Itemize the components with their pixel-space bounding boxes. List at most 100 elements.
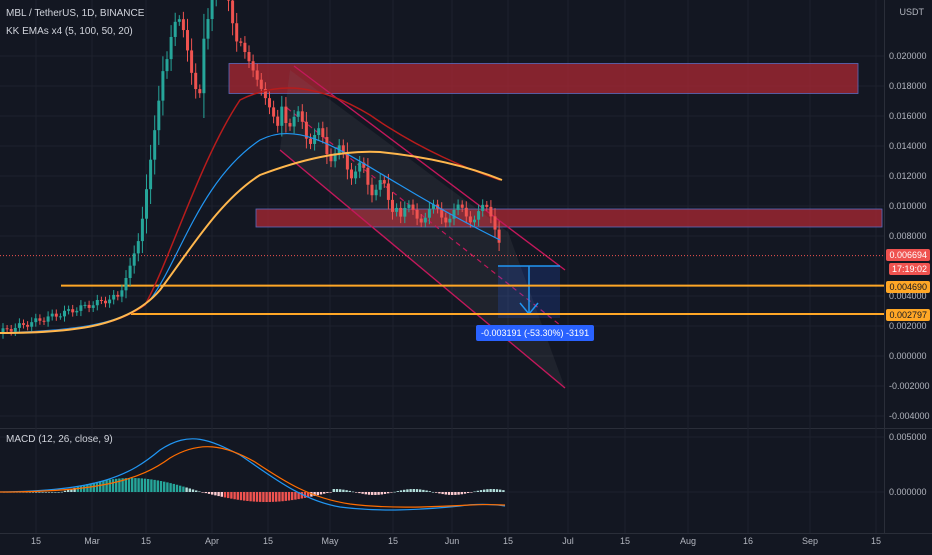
candle-body <box>71 309 75 313</box>
channel-fill <box>280 70 565 388</box>
macd-histogram-bar <box>473 491 476 493</box>
resistance-zone-upper <box>228 63 859 94</box>
macd-histogram-bar <box>380 492 383 495</box>
macd-histogram-bar <box>41 492 44 493</box>
candle-body <box>362 162 366 168</box>
candle-body <box>432 204 435 209</box>
price-tick-label: 0.004000 <box>889 291 927 301</box>
macd-histogram-bar <box>374 492 377 495</box>
macd-histogram-bar <box>316 492 319 496</box>
macd-histogram-bar <box>25 492 28 493</box>
macd-histogram-bar <box>153 479 156 492</box>
candle-body <box>468 216 472 223</box>
macd-histogram-bar <box>35 492 38 493</box>
candle-body <box>202 38 206 94</box>
macd-histogram-bar <box>355 492 358 493</box>
macd-histogram-bar <box>227 492 230 499</box>
macd-histogram-bar <box>204 492 207 494</box>
candle-body <box>423 217 427 223</box>
macd-histogram-bar <box>284 492 287 501</box>
macd-histogram-bar <box>217 492 220 497</box>
macd-histogram-bar <box>259 492 262 502</box>
candle-body <box>108 299 112 304</box>
indicator-legend[interactable]: KK EMAs x4 (5, 100, 50, 20) <box>6 26 133 37</box>
price-tick-label: 0.018000 <box>889 81 927 91</box>
macd-histogram-bar <box>105 480 108 492</box>
time-tick-label: 16 <box>743 536 753 546</box>
macd-histogram-bar <box>483 489 486 492</box>
candle-body <box>259 79 263 89</box>
candle-body <box>190 50 194 73</box>
candle-body <box>210 0 214 20</box>
macd-legend[interactable]: MACD (12, 26, close, 9) <box>6 434 113 445</box>
macd-histogram-bar <box>345 490 348 492</box>
candle-body <box>333 153 337 162</box>
candle-body <box>317 128 321 136</box>
macd-histogram-bar <box>143 478 147 492</box>
macd-histogram-bar <box>335 489 339 492</box>
candle-body <box>79 305 83 311</box>
macd-histogram-bar <box>198 491 201 493</box>
candle-body <box>268 98 271 108</box>
candle-body <box>272 107 276 117</box>
candle-body <box>153 130 157 160</box>
candle-body <box>292 116 296 127</box>
macd-histogram-bar <box>367 492 371 495</box>
candle-body <box>116 294 120 297</box>
macd-histogram-bar <box>492 489 495 492</box>
macd-histogram-bar <box>201 492 204 493</box>
measure-label: -0.003191 (-53.30%) -3191 <box>476 325 595 341</box>
currency-label[interactable]: USDT <box>899 7 925 17</box>
lower-level-tag: 0.002797 <box>886 309 930 321</box>
candle-body <box>411 204 415 210</box>
candle-body <box>247 52 251 62</box>
candle-body <box>473 219 476 223</box>
candle-body <box>350 169 353 179</box>
price-tick-label: 0.010000 <box>889 201 927 211</box>
macd-histogram-bar <box>431 491 435 493</box>
macd-histogram-bar <box>127 478 131 492</box>
macd-histogram-bar <box>140 478 143 492</box>
macd-histogram-bar <box>233 492 236 500</box>
candle-body <box>54 313 58 317</box>
candle-body <box>67 309 71 311</box>
macd-histogram-bar <box>278 492 281 502</box>
price-tick-label: 0.016000 <box>889 111 927 121</box>
last-price-tag: 0.006694 <box>886 249 930 261</box>
candle-body <box>358 162 362 172</box>
macd-histogram-bar <box>207 492 211 494</box>
candle-body <box>399 207 403 217</box>
time-tick-label: 15 <box>503 536 513 546</box>
candle-body <box>50 313 54 317</box>
candle-body <box>161 71 165 101</box>
candle-body <box>477 211 481 220</box>
candle-body <box>391 199 394 212</box>
macd-histogram-bar <box>364 492 367 495</box>
macd-histogram-bar <box>457 492 460 495</box>
price-tick-label: 0.014000 <box>889 141 927 151</box>
macd-histogram-bar <box>255 492 259 502</box>
candle-body <box>75 310 79 313</box>
candle-body <box>91 305 95 308</box>
candle-body <box>284 106 288 124</box>
candle-body <box>370 184 374 196</box>
candle-body <box>313 135 317 144</box>
candle-body <box>58 316 62 318</box>
time-tick-label: Apr <box>205 536 219 546</box>
macd-histogram-bar <box>390 492 393 493</box>
price-tick-label: -0.002000 <box>889 381 930 391</box>
macd-histogram-bar <box>115 478 118 492</box>
macd-histogram-bar <box>175 484 179 492</box>
macd-histogram-bar <box>451 492 454 495</box>
candle-body <box>452 209 456 219</box>
candle-body <box>124 278 128 291</box>
macd-histogram-bar <box>326 492 329 493</box>
candle-body <box>329 154 333 162</box>
time-tick-label: 15 <box>871 536 881 546</box>
price-tick-label: -0.004000 <box>889 411 930 421</box>
candle-body <box>227 0 230 1</box>
macd-histogram-bar <box>351 491 355 493</box>
candle-body <box>239 41 243 43</box>
